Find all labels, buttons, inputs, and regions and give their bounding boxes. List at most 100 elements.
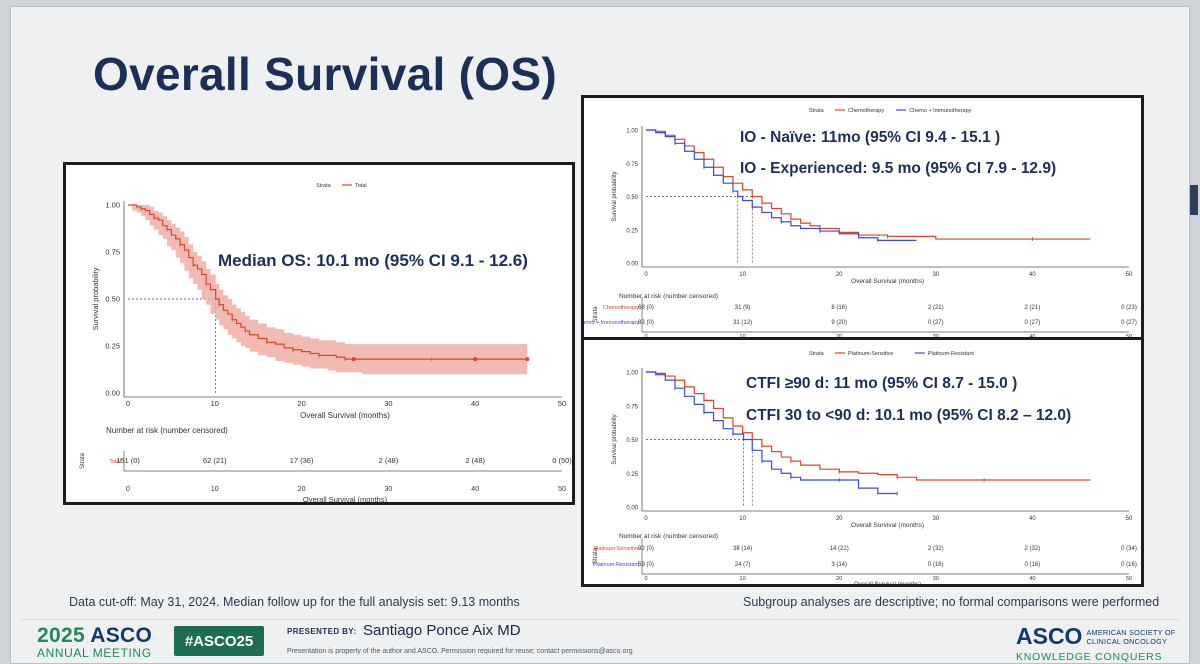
median-annotation-1: IO - Experienced: 9.5 mo (95% CI 7.9 - 1… xyxy=(740,160,1056,177)
censor-mark-2 xyxy=(525,357,530,362)
survival-curve-0 xyxy=(646,129,1091,240)
legend: Strata Chemotherapy Chemo + Immunotherapy xyxy=(809,108,972,114)
risk-cell-0-5: 0 (50) xyxy=(552,456,572,465)
survival-curve-1 xyxy=(646,371,898,495)
risk-cell-0-2: 8 (16) xyxy=(831,305,847,311)
ci-band-total xyxy=(128,205,528,375)
y-axis-label: Survival probability xyxy=(612,414,618,464)
risk-cell-0-4: 2 (48) xyxy=(465,456,485,465)
risk-cell-0-0: 92 (0) xyxy=(638,546,654,552)
risk-cell-1-2: 3 (14) xyxy=(831,562,847,568)
legend-label-0: Chemotherapy xyxy=(848,108,884,114)
chart-ctfi: Strata Platinum-Sensitive Platinum-Resista… xyxy=(581,337,1144,587)
risk-cell-1-5: 0 (16) xyxy=(1121,562,1137,568)
risk-x-tick-5: 50 xyxy=(1126,576,1132,582)
risk-cell-0-4: 2 (21) xyxy=(1025,305,1041,311)
risk-table-axis-label: Strata xyxy=(593,306,599,323)
y-axis-label: Survival probability xyxy=(91,267,100,330)
asco-society-line-1: AMERICAN SOCIETY OF xyxy=(1086,627,1176,637)
x-tick-label-4: 40 xyxy=(1029,272,1036,278)
risk-cell-0-0: 68 (0) xyxy=(638,305,654,311)
y-tick-label-1: 0.25 xyxy=(626,472,638,478)
risk-cell-1-3: 0 (16) xyxy=(928,562,944,568)
x-tick-label-1: 10 xyxy=(739,516,746,522)
risk-x-tick-1: 10 xyxy=(740,576,746,582)
risk-row-label-0: Chemotherapy xyxy=(603,305,639,311)
risk-row-label-1: Chemo + Immunotherapy xyxy=(584,320,639,326)
chart-overall-survival: Strata Total 0.00 0.25 0.50 0.75 1.00 0 10 20 30 40… xyxy=(63,162,575,505)
x-tick-label-5: 50 xyxy=(558,399,566,408)
x-axis-label: Overall Survival (months) xyxy=(851,278,924,285)
footer-divider xyxy=(21,619,1179,620)
risk-table-title: Number at risk (number censored) xyxy=(619,533,718,540)
x-tick-label-2: 20 xyxy=(836,516,843,522)
legend-label-0: Platinum-Sensitive xyxy=(848,351,894,357)
x-axis-label: Overall Survival (months) xyxy=(300,411,390,420)
y-tick-label-4: 1.00 xyxy=(105,201,120,210)
x-tick-label-0: 0 xyxy=(644,516,648,522)
chart-io-status: Strata Chemotherapy Chemo + Immunotherapy 0… xyxy=(581,95,1144,344)
y-tick-label-3: 0.75 xyxy=(626,162,638,168)
risk-x-tick-0: 0 xyxy=(126,486,130,493)
chart-svg-io-status: Strata Chemotherapy Chemo + Immunotherapy 0… xyxy=(584,108,1137,341)
legend-title: Strata xyxy=(316,183,332,189)
y-tick-label-3: 0.75 xyxy=(626,404,638,410)
risk-cell-1-1: 24 (7) xyxy=(735,562,751,568)
y-tick-label-3: 0.75 xyxy=(105,248,120,257)
risk-cell-0-4: 2 (32) xyxy=(1025,546,1041,552)
risk-x-axis-label: Overall Survival (months) xyxy=(303,495,388,502)
risk-cell-0-1: 31 (9) xyxy=(735,305,751,311)
x-tick-label-0: 0 xyxy=(644,272,648,278)
risk-table-title: Number at risk (number censored) xyxy=(619,293,718,300)
risk-cell-1-2: 9 (20) xyxy=(831,320,847,326)
footnote-followup: Data cut-off: May 31, 2024. Median follo… xyxy=(69,595,520,609)
risk-row-label-0: Total xyxy=(109,459,121,465)
slide: Overall Survival (OS) Strata Total 0.00 0.2… xyxy=(10,6,1190,664)
y-tick-label-0: 0.00 xyxy=(105,389,120,398)
risk-cell-0-3: 2 (32) xyxy=(928,546,944,552)
y-tick-label-4: 1.00 xyxy=(626,129,638,135)
median-annotation-1: CTFI 30 to <90 d: 10.1 mo (95% CI 8.2 – … xyxy=(746,407,1071,424)
risk-cell-0-2: 14 (22) xyxy=(830,546,849,552)
y-tick-label-2: 0.50 xyxy=(105,295,120,304)
x-tick-label-2: 20 xyxy=(297,399,305,408)
chart-svg-overall: Strata Total 0.00 0.25 0.50 0.75 1.00 0 10 20 30 40… xyxy=(80,183,572,502)
risk-cell-0-2: 17 (36) xyxy=(290,456,314,465)
y-tick-label-2: 0.50 xyxy=(626,438,638,444)
x-tick-label-0: 0 xyxy=(126,399,130,408)
median-annotation-0: IO - Naïve: 11mo (95% CI 9.4 - 15.1 ) xyxy=(740,129,1000,146)
legend: Strata Total xyxy=(316,183,367,189)
asco-tagline: KNOWLEDGE CONQUERS CANCER xyxy=(1016,651,1163,664)
x-tick-label-5: 50 xyxy=(1126,516,1133,522)
risk-x-tick-0: 0 xyxy=(644,576,647,582)
legend-label-1: Platinum-Resistant xyxy=(928,351,975,357)
y-tick-label-4: 1.00 xyxy=(626,371,638,377)
asco-annual-meeting-logo: 2025 ASCO ANNUAL MEETING xyxy=(37,624,152,660)
asco-society-logo: ASCO AMERICAN SOCIETY OF CLINICAL ONCOLOGY… xyxy=(1016,623,1189,664)
risk-cell-0-1: 38 (14) xyxy=(733,546,752,552)
window-edge-mark xyxy=(1190,185,1198,215)
risk-cell-0-5: 0 (23) xyxy=(1121,305,1137,311)
legend: Strata Platinum-Sensitive Platinum-Resista… xyxy=(809,351,974,357)
risk-cell-1-4: 0 (27) xyxy=(1025,320,1041,326)
y-axis-label: Survival probability xyxy=(612,171,618,221)
copyright-notice: Presentation is property of the author a… xyxy=(287,648,633,655)
x-tick-label-4: 40 xyxy=(471,399,479,408)
x-tick-label-2: 20 xyxy=(836,272,843,278)
y-tick-label-2: 0.50 xyxy=(626,195,638,201)
risk-table-axis-label: Strata xyxy=(80,452,86,469)
meeting-subtitle: ANNUAL MEETING xyxy=(37,646,152,660)
hashtag-badge: #ASCO25 xyxy=(174,626,264,656)
censor-mark-0 xyxy=(351,357,356,362)
slide-title: Overall Survival (OS) xyxy=(93,48,557,100)
risk-x-tick-2: 20 xyxy=(298,486,306,493)
x-tick-label-5: 50 xyxy=(1126,272,1133,278)
risk-cell-0-0: 151 (0) xyxy=(116,456,140,465)
median-annotation-0: Median OS: 10.1 mo (95% CI 9.1 - 12.6) xyxy=(218,251,528,270)
presented-by-label: PRESENTED BY: xyxy=(287,627,357,636)
x-tick-label-3: 30 xyxy=(932,272,939,278)
risk-cell-1-0: 59 (0) xyxy=(638,562,654,568)
survival-curve-1 xyxy=(646,129,917,241)
risk-cell-0-1: 62 (21) xyxy=(203,456,227,465)
risk-x-tick-1: 10 xyxy=(211,486,219,493)
